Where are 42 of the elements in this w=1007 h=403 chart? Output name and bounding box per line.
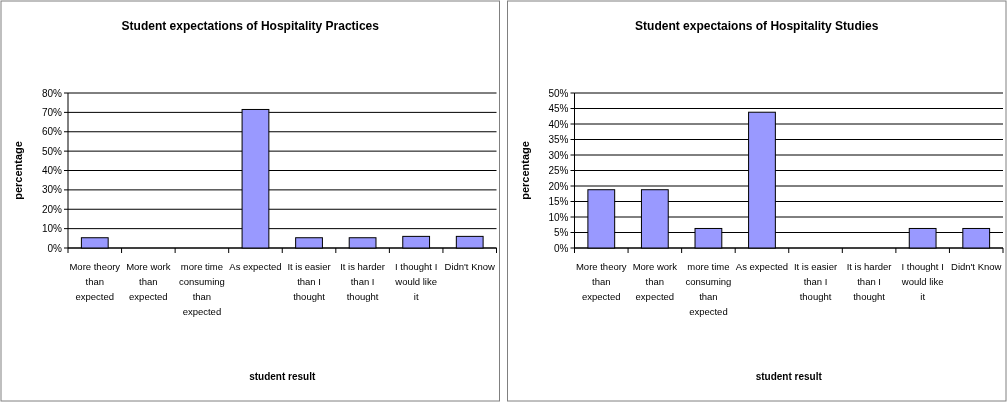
chart-title: Student expectaions of Hospitality Studies <box>635 19 879 33</box>
x-tick-label: It is easier than I thought <box>287 261 331 302</box>
x-axis-title: student result <box>755 371 823 382</box>
x-tick-label: It is harder than I thought <box>340 261 386 302</box>
y-tick-label: 15% <box>548 196 569 207</box>
y-tick-label: 60% <box>41 126 63 138</box>
y-tick-label: 70% <box>41 106 63 118</box>
x-tick-label: More work than expected <box>632 261 678 302</box>
y-tick-label: 10% <box>548 211 569 223</box>
y-tick-label: 10% <box>41 223 63 235</box>
y-axis-title: percentage <box>12 141 24 200</box>
y-tick-label: 0% <box>554 242 569 254</box>
x-tick-label: More work than expected <box>126 261 171 302</box>
y-tick-label: 80% <box>41 87 63 99</box>
x-tick-label: Didn't Know <box>951 261 1002 272</box>
x-tick-label: more time consuming than expected <box>685 261 732 317</box>
x-tick-label: As expected <box>229 261 282 272</box>
y-tick-label: 30% <box>548 149 569 161</box>
y-tick-label: 0% <box>47 242 63 254</box>
y-tick-label: 20% <box>548 180 569 192</box>
x-axis-title: student result <box>249 371 316 382</box>
y-tick-label: 20% <box>41 203 63 215</box>
x-tick-label: I thought I would like it <box>394 261 438 302</box>
y-axis-title: percentage <box>518 141 531 200</box>
y-tick-label: 30% <box>41 184 63 196</box>
x-tick-label: As expected <box>735 261 789 272</box>
x-tick-label: I thought I would like it <box>900 261 944 302</box>
y-tick-label: 40% <box>41 165 63 176</box>
x-tick-label: More theory than expected <box>69 261 121 302</box>
y-tick-label: 5% <box>554 227 569 238</box>
y-tick-label: 45% <box>548 103 569 114</box>
x-tick-label: It is harder than I thought <box>846 261 892 302</box>
x-tick-label: More theory than expected <box>575 261 627 302</box>
y-tick-label: 50% <box>41 145 63 157</box>
x-tick-label: Didn't Know <box>444 261 496 272</box>
y-tick-label: 40% <box>548 118 569 130</box>
chart-title: Student expectations of Hospitality Practices <box>121 19 380 33</box>
x-tick-label: more time consuming than expected <box>178 261 225 317</box>
y-tick-label: 25% <box>548 165 569 176</box>
y-tick-label: 50% <box>548 87 569 99</box>
x-tick-label: It is easier than I thought <box>793 261 838 302</box>
y-tick-label: 35% <box>548 134 569 145</box>
